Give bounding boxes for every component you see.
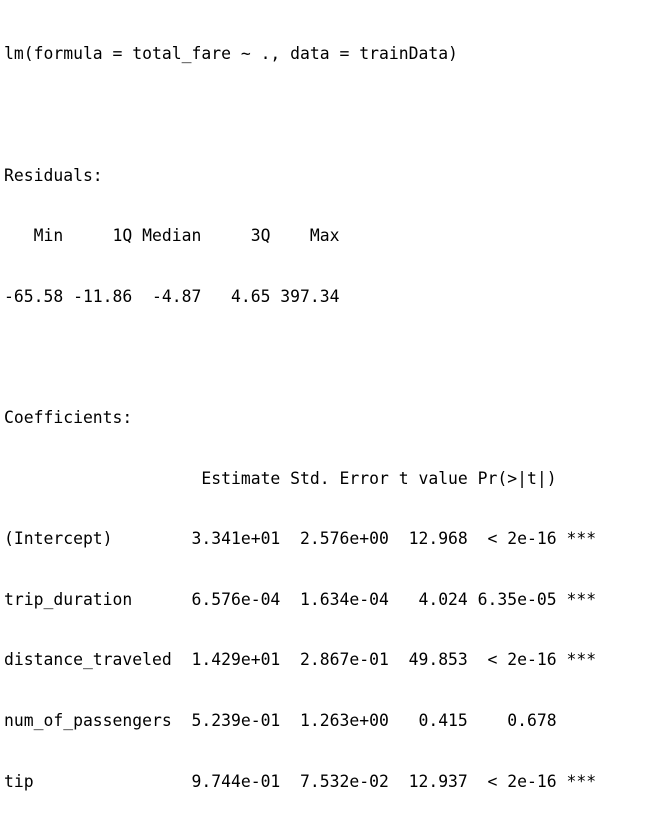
r-console-output: lm(formula = total_fare ~ ., data = trai… [4,44,666,791]
coefficients-header: Estimate Std. Error t value Pr(>|t|) [4,468,597,488]
coef-row-distance-traveled: distance_traveled 1.429e+01 2.867e-01 49… [4,650,597,670]
residuals-values: -65.58 -11.86 -4.87 4.65 397.34 [4,286,350,306]
blank-line [4,347,666,367]
coefficients-heading: Coefficients: [4,407,133,427]
model-call: lm(formula = total_fare ~ ., data = trai… [4,44,458,64]
residuals-heading: Residuals: [4,165,103,185]
blank-line [4,105,666,125]
coef-row-num-of-passengers: num_of_passengers 5.239e-01 1.263e+00 0.… [4,710,597,730]
coef-row-intercept: (Intercept) 3.341e+01 2.576e+00 12.968 <… [4,529,597,549]
coef-row-tip: tip 9.744e-01 7.532e-02 12.937 < 2e-16 *… [4,771,597,791]
residuals-header: Min 1Q Median 3Q Max [4,226,350,246]
coef-row-trip-duration: trip_duration 6.576e-04 1.634e-04 4.024 … [4,589,597,609]
